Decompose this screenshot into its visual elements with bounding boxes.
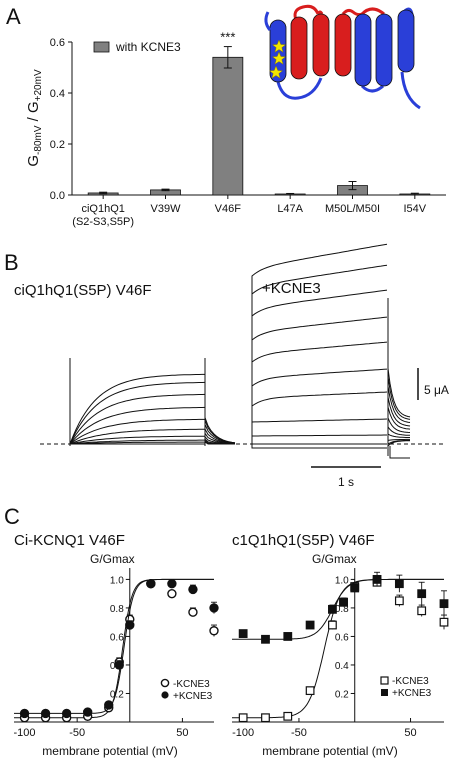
- gv-point: [372, 575, 382, 584]
- gv-point: [188, 584, 198, 595]
- bar-y-tick-label: 0.4: [50, 88, 65, 100]
- gv-x-tick-label: -50: [69, 727, 85, 739]
- gv-point: [261, 713, 270, 723]
- panel-a-letter: A: [6, 4, 21, 29]
- gv-point: [209, 603, 219, 613]
- bar-chart-axes: [71, 42, 446, 196]
- current-traces-control: [69, 358, 236, 446]
- bar-y-ticks: 0.0 0.2 0.4 0.6: [50, 37, 72, 202]
- gv-point: [167, 578, 177, 589]
- current-scale-label: 5 μA: [424, 383, 449, 397]
- right-xlabel: membrane potential (mV): [262, 744, 397, 758]
- gv-point: [61, 708, 72, 719]
- time-scale-label: 1 s: [338, 475, 354, 489]
- gv-point: [439, 599, 449, 609]
- kcne3-label: +KCNE3: [262, 280, 321, 297]
- bar-y-tick-label: 0.6: [50, 37, 65, 49]
- panel-b-letter: B: [4, 250, 19, 275]
- panel-c-letter: C: [4, 504, 20, 529]
- gv-y-tick-label: 0.2: [110, 689, 124, 700]
- legend-marker-minus: [380, 676, 389, 685]
- left-ylabel: G/Gmax: [90, 552, 135, 566]
- gv-point: [328, 620, 337, 630]
- bar-category-label: ciQ1hQ1: [81, 203, 124, 215]
- panel-c-left-title: Ci-KCNQ1 V46F: [14, 532, 125, 549]
- gv-y-tick-label: 1.0: [110, 575, 124, 586]
- gv-point: [417, 606, 427, 616]
- gv-point: [114, 660, 124, 670]
- bar-category-label: M50L/M50I: [325, 203, 380, 215]
- svg-text:G-80mV / G+20mV: G-80mV / G+20mV: [25, 69, 44, 167]
- panel-b-title: ciQ1hQ1(S5P) V46F: [14, 282, 152, 299]
- bar-category-labels: ciQ1hQ1(S2-S3,S5P) V39W V46F L47A M50L/M50I I…: [72, 203, 427, 228]
- left-legend-plus: +KCNE3: [173, 691, 213, 702]
- gv-point: [104, 700, 114, 710]
- bar-series: [87, 46, 431, 199]
- right-legend-plus: +KCNE3: [392, 688, 432, 699]
- current-traces-kcne3: [251, 243, 411, 459]
- gv-y-tick-label: 0.4: [335, 661, 349, 672]
- gv-y-tick-label: 0.8: [335, 604, 349, 615]
- panel-c-right-title: c1Q1hQ1(S5P) V46F: [232, 532, 375, 549]
- gv-y-tick-label: 0.6: [335, 632, 349, 643]
- gv-point: [125, 620, 135, 630]
- gv-x-tick-label: 50: [404, 727, 416, 739]
- left-legend-minus: -KCNE3: [173, 679, 210, 690]
- gv-point: [394, 579, 404, 589]
- star-icon: [268, 39, 287, 79]
- gv-point: [394, 596, 404, 606]
- gv-x-tick-label: 50: [176, 727, 188, 739]
- gv-y-tick-label: 0.2: [335, 689, 349, 700]
- gv-point: [146, 578, 156, 589]
- legend-marker-minus: [160, 678, 170, 688]
- gv-point: [261, 634, 270, 644]
- bar-category-label: L47A: [277, 203, 303, 215]
- gv-point: [167, 588, 177, 599]
- gv-point: [238, 629, 248, 638]
- bar-category-label: V46F: [215, 203, 242, 215]
- gv-point: [238, 713, 248, 723]
- legend-marker-plus: [161, 691, 169, 699]
- left-legend: -KCNE3 +KCNE3: [160, 678, 213, 702]
- gv-y-tick-label: 0.6: [110, 632, 124, 643]
- right-legend-minus: -KCNE3: [392, 676, 429, 687]
- gv-point: [350, 583, 360, 593]
- significance-marker: ***: [220, 30, 235, 45]
- gv-point: [339, 597, 348, 607]
- gv-y-tick-label: 1.0: [335, 575, 349, 586]
- gv-point: [439, 617, 449, 627]
- bar: [212, 56, 244, 196]
- gv-point: [305, 686, 315, 696]
- bar-y-tick-label: 0.0: [50, 190, 65, 202]
- bar-category-label: (S2-S3,S5P): [72, 216, 134, 228]
- gv-plot-right: -100 -50 50 0.2 0.4 0.6 0.8 1.0: [232, 568, 449, 739]
- gv-point: [283, 632, 293, 641]
- bar-category-label: V39W: [151, 203, 182, 215]
- right-legend: -KCNE3 +KCNE3: [380, 676, 432, 699]
- gv-x-tick-label: -50: [291, 727, 307, 739]
- bar-y-tick-label: 0.2: [50, 139, 65, 151]
- gv-x-tick-label: -100: [232, 727, 254, 739]
- gv-point: [283, 711, 293, 721]
- gv-point: [305, 620, 315, 630]
- right-ylabel: G/Gmax: [312, 552, 357, 566]
- gv-point: [417, 589, 427, 599]
- gv-x-tick-label: -100: [14, 727, 36, 739]
- bar-legend-swatch: [93, 41, 110, 53]
- membrane-topology-icon: [264, 4, 421, 110]
- bar-legend-label: with KCNE3: [115, 40, 181, 54]
- legend-marker-plus: [381, 689, 388, 696]
- panel-a-ylabel: G-80mV / G+20mV: [25, 69, 44, 167]
- gv-y-tick-label: 0.8: [110, 604, 124, 615]
- gv-point: [19, 708, 30, 719]
- bar-category-label: I54V: [404, 203, 427, 215]
- left-xlabel: membrane potential (mV): [42, 744, 177, 758]
- gv-point: [209, 626, 219, 636]
- gv-point: [188, 607, 198, 617]
- gv-point: [328, 604, 337, 614]
- gv-point: [40, 708, 51, 719]
- gv-point: [82, 707, 93, 717]
